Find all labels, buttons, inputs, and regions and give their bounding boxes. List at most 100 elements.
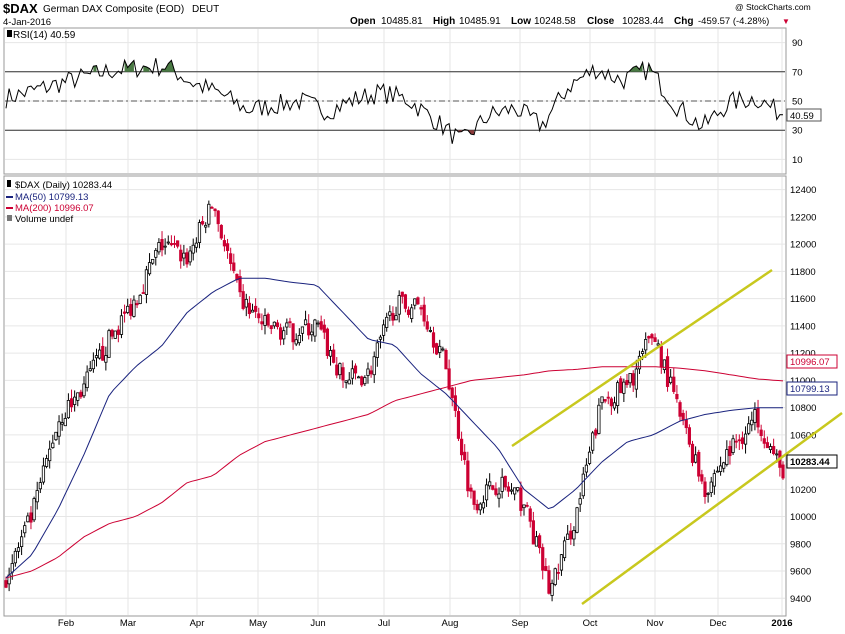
candle-body	[456, 411, 461, 439]
price-candle	[662, 359, 667, 374]
price-candle	[303, 310, 308, 326]
candle-body	[594, 429, 598, 436]
price-tick-label: 10800	[790, 403, 816, 414]
candle-body	[303, 319, 308, 326]
price-candle	[703, 477, 707, 504]
candle-body	[322, 324, 326, 333]
rsi-overbought-fill	[162, 60, 175, 72]
candle-body	[469, 487, 473, 492]
candle-body	[538, 535, 542, 549]
candle-body	[559, 554, 564, 571]
candle-body	[219, 224, 223, 239]
price-candle	[616, 380, 620, 414]
candle-body	[684, 419, 688, 429]
candle-body	[728, 446, 732, 457]
price-candle	[82, 376, 86, 399]
price-candle	[734, 434, 738, 449]
candle-body	[619, 378, 623, 394]
candle-body	[519, 487, 523, 511]
price-candle	[647, 335, 651, 344]
price-candle	[288, 317, 292, 328]
price-candle	[534, 530, 539, 547]
rsi-tick-label: 70	[792, 67, 803, 78]
rsi-line	[5, 58, 784, 144]
candle-body	[781, 464, 785, 479]
candle-body	[88, 368, 92, 372]
candle-body	[694, 454, 698, 463]
rsi-tick-label: 30	[792, 126, 803, 137]
price-candle	[391, 306, 395, 326]
price-candle	[672, 367, 676, 394]
price-candle	[637, 350, 642, 374]
candle-body	[372, 356, 376, 376]
price-tick-label: 10600	[790, 430, 816, 441]
close-label: Close	[587, 16, 615, 27]
candle-body	[275, 322, 280, 328]
candle-body	[35, 490, 39, 503]
month-labels: Feb Mar Apr May Jun Jul Aug Sep Oct Nov Dec 2016	[58, 618, 793, 629]
candle-body	[229, 253, 233, 264]
candle-body	[101, 345, 105, 361]
ma50-tag-text: 10799.13	[790, 384, 830, 395]
candle-body	[107, 330, 111, 358]
price-candle	[219, 224, 223, 240]
candle-body	[207, 203, 211, 225]
price-candle	[762, 430, 766, 449]
price-tick-label: 11000	[790, 376, 816, 387]
price-candle	[712, 469, 716, 495]
rsi-legend-swatch	[7, 30, 12, 37]
candle-body	[141, 292, 145, 294]
price-candle	[516, 487, 520, 493]
price-candle	[531, 511, 535, 545]
candle-body	[279, 327, 283, 340]
price-candle	[385, 312, 389, 332]
price-candle	[76, 392, 80, 407]
candle-body	[225, 243, 230, 251]
price-candle	[416, 296, 420, 305]
price-candle	[644, 332, 648, 358]
price-candle	[506, 481, 510, 497]
candle-body	[550, 582, 554, 596]
price-candle	[353, 363, 358, 380]
candle-body	[163, 245, 167, 248]
candle-body	[438, 345, 442, 353]
close-tag: 10283.44	[786, 454, 838, 469]
rsi-tick-label: 10	[792, 155, 803, 166]
price-candle	[388, 305, 392, 322]
candle-body	[587, 451, 592, 464]
candle-body	[775, 453, 779, 456]
price-candle	[709, 476, 713, 498]
candle-body	[104, 355, 108, 363]
candle-body	[675, 393, 679, 400]
price-candle	[23, 521, 27, 538]
candle-body	[497, 493, 501, 499]
price-candle	[547, 565, 551, 595]
candle-body	[459, 438, 464, 456]
candle-body	[672, 376, 676, 392]
candle-body	[631, 373, 635, 386]
legend-price: $DAX (Daily) 10283.44	[15, 180, 112, 191]
price-tick-label: 11400	[790, 321, 816, 332]
price-candle	[151, 258, 155, 265]
price-candle	[397, 290, 401, 323]
candle-body	[132, 299, 136, 317]
price-candle	[191, 238, 195, 261]
price-candle	[144, 265, 149, 304]
candle-body	[200, 221, 205, 225]
price-candle	[279, 323, 283, 346]
candle-body	[310, 331, 314, 336]
month-label: Oct	[583, 618, 598, 629]
price-candle	[656, 339, 660, 347]
price-candle	[406, 306, 411, 318]
candle-body	[581, 473, 585, 497]
candle-body	[194, 242, 198, 248]
candle-body	[743, 433, 748, 445]
price-candle	[113, 330, 117, 339]
candle-body	[447, 368, 451, 390]
rsi-panel: 10 30 50 70 90 RSI(14) 40.59 40.59	[3, 27, 822, 175]
price-candle	[60, 413, 64, 431]
candle-body	[338, 363, 342, 376]
candle-body	[406, 309, 411, 315]
close-tag-text: 10283.44	[790, 457, 830, 468]
price-candle	[160, 231, 164, 257]
